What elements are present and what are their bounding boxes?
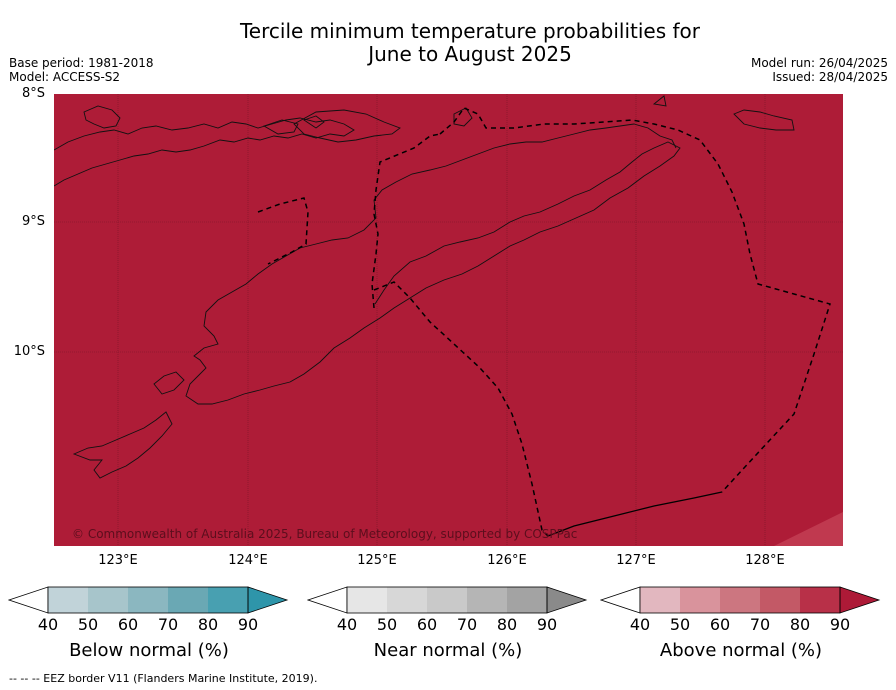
tick: 40 (629, 615, 651, 634)
tick: 50 (77, 615, 99, 634)
colorbar-near-min-arrow (307, 586, 348, 614)
southern-boundary (547, 491, 723, 537)
lon-label-127: 127°E (616, 553, 656, 568)
colorbar-below-ticks: 40 50 60 70 80 90 (8, 615, 290, 635)
tick: 40 (37, 615, 59, 634)
tick: 80 (496, 615, 518, 634)
coastlines (54, 95, 795, 479)
tick: 90 (829, 615, 851, 634)
tick: 50 (376, 615, 398, 634)
tick: 70 (456, 615, 478, 634)
colorbar-below-swatch-4 (168, 587, 208, 613)
issued-date: Issued: 28/04/2025 (772, 70, 888, 84)
colorbar-below-swatch-3 (128, 587, 168, 613)
lat-label-10s: 10°S (13, 344, 45, 359)
meta-left: Base period: 1981-2018 Model: ACCESS-S2 (9, 56, 154, 84)
colorbar-below-swatch-2 (88, 587, 128, 613)
base-period: Base period: 1981-2018 (9, 56, 154, 70)
colorbar-below-min-arrow (8, 586, 49, 614)
colorbar-below-normal (8, 586, 289, 614)
colorbar-near-max-arrow (546, 586, 588, 614)
title-line-2: June to August 2025 (368, 42, 572, 66)
tick: 40 (336, 615, 358, 634)
colorbar-near-swatch-3 (427, 587, 467, 613)
colorbar-above-swatch-1 (640, 587, 680, 613)
colorbar-near-swatch-2 (387, 587, 427, 613)
tick: 60 (709, 615, 731, 634)
eez-border (257, 107, 831, 537)
tick: 60 (416, 615, 438, 634)
meta-right: Model run: 26/04/2025 Issued: 28/04/2025 (751, 56, 888, 84)
colorbar-near-swatch-1 (347, 587, 387, 613)
tick: 80 (197, 615, 219, 634)
tick: 50 (669, 615, 691, 634)
lat-label-8s: 8°S (21, 86, 45, 101)
colorbar-near-swatch-5 (507, 587, 547, 613)
colorbar-below-swatch-5 (208, 587, 248, 613)
colorbar-above-max-arrow (839, 586, 881, 614)
map-background (54, 94, 843, 546)
colorbar-near-swatch-4 (467, 587, 507, 613)
forecast-map: © Commonwealth of Australia 2025, Bureau… (54, 94, 843, 546)
lon-label-128: 128°E (745, 553, 785, 568)
lon-label-126: 126°E (487, 553, 527, 568)
tick: 60 (117, 615, 139, 634)
colorbar-above-swatch-2 (680, 587, 720, 613)
lon-label-124: 124°E (228, 553, 268, 568)
colorbar-above-ticks: 40 50 60 70 80 90 (600, 615, 882, 635)
lower-probability-corner (774, 512, 843, 546)
title-line-1: Tercile minimum temperature probabilitie… (239, 19, 701, 43)
tick: 90 (536, 615, 558, 634)
model-run: Model run: 26/04/2025 (750, 56, 888, 70)
colorbar-above-min-arrow (600, 586, 641, 614)
colorbar-above-swatch-4 (760, 587, 800, 613)
colorbar-above-swatch-3 (720, 587, 760, 613)
chart-title: Tercile minimum temperature probabilitie… (0, 20, 896, 66)
colorbar-near-ticks: 40 50 60 70 80 90 (307, 615, 589, 635)
colorbar-near-normal (307, 586, 588, 614)
colorbar-below-max-arrow (247, 586, 289, 614)
tick: 90 (237, 615, 259, 634)
copyright-text: © Commonwealth of Australia 2025, Bureau… (72, 527, 577, 541)
lon-label-123: 123°E (98, 553, 138, 568)
tick: 70 (157, 615, 179, 634)
colorbar-above-normal (600, 586, 881, 614)
colorbar-above-swatch-5 (800, 587, 840, 613)
eez-legend-note: -- -- -- EEZ border V11 (Flanders Marine… (9, 672, 318, 685)
colorbar-near-label: Near normal (%) (373, 640, 523, 661)
lon-label-125: 125°E (357, 553, 397, 568)
colorbar-below-label: Below normal (%) (69, 640, 229, 661)
colorbar-below-swatch-1 (48, 587, 88, 613)
colorbar-above-label: Above normal (%) (659, 640, 823, 661)
tick: 80 (789, 615, 811, 634)
tick: 70 (749, 615, 771, 634)
model-name: Model: ACCESS-S2 (9, 70, 121, 84)
lat-label-9s: 9°S (21, 214, 45, 229)
